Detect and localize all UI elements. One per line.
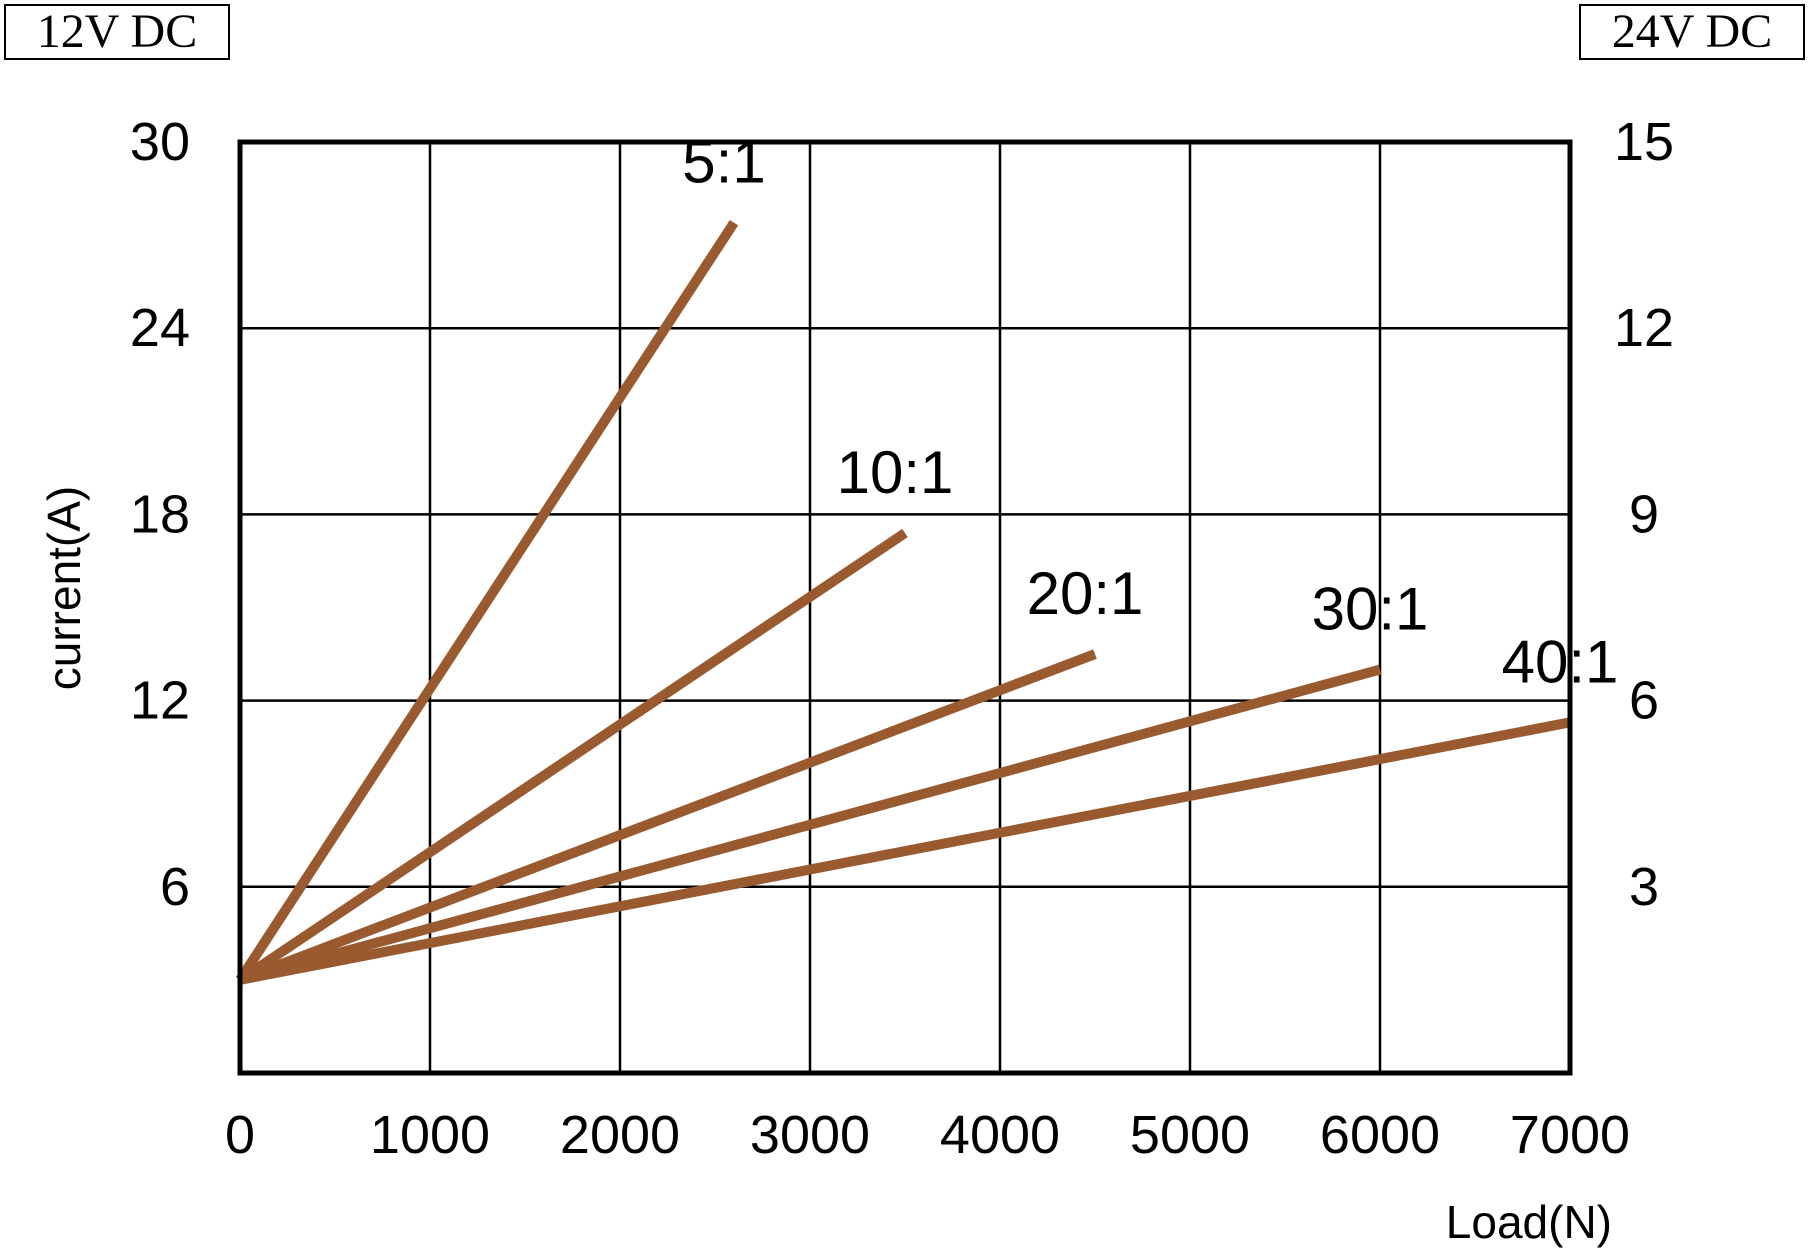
series-line xyxy=(235,219,739,983)
plot-frame xyxy=(237,139,1573,1076)
series-line xyxy=(237,528,908,985)
y-tick-labels: 6 12 18 24 30 xyxy=(130,112,190,917)
series-label: 10:1 xyxy=(837,439,954,506)
x-axis-title: Load(N) xyxy=(1446,1196,1612,1248)
series-line xyxy=(238,649,1097,985)
series-label: 5:1 xyxy=(682,129,765,196)
series-label: 40:1 xyxy=(1502,628,1619,695)
x-tick-labels: 0 1000 2000 3000 4000 5000 6000 7000 xyxy=(225,1105,1630,1165)
x-tick-label: 5000 xyxy=(1130,1105,1250,1165)
y2-tick-label: 12 xyxy=(1614,298,1674,358)
y2-tick-labels: 3 6 9 12 15 xyxy=(1614,112,1674,917)
series-label: 30:1 xyxy=(1312,576,1429,643)
voltage-12v-label: 12V DC xyxy=(4,4,230,60)
y-tick-label: 12 xyxy=(130,671,190,731)
x-tick-label: 3000 xyxy=(750,1105,870,1165)
y-tick-label: 18 xyxy=(130,484,190,544)
series-label: 20:1 xyxy=(1027,560,1144,627)
y-tick-label: 24 xyxy=(130,298,190,358)
series-line xyxy=(239,717,1571,985)
x-tick-label: 0 xyxy=(225,1105,255,1165)
y2-tick-label: 15 xyxy=(1614,112,1674,172)
y-axis-title: current(A) xyxy=(38,486,90,690)
y2-tick-label: 3 xyxy=(1629,857,1659,917)
series-labels: 5:1 10:1 20:1 30:1 40:1 xyxy=(682,129,1618,696)
x-tick-label: 7000 xyxy=(1510,1105,1630,1165)
grid xyxy=(240,142,1570,1073)
y2-tick-label: 6 xyxy=(1629,671,1659,731)
x-tick-label: 2000 xyxy=(560,1105,680,1165)
x-tick-label: 4000 xyxy=(940,1105,1060,1165)
series-line xyxy=(238,664,1382,985)
x-tick-label: 6000 xyxy=(1320,1105,1440,1165)
y-tick-label: 30 xyxy=(130,112,190,172)
y2-tick-label: 9 xyxy=(1629,484,1659,544)
y-tick-label: 6 xyxy=(160,857,190,917)
x-tick-label: 1000 xyxy=(370,1105,490,1165)
voltage-24v-label: 24V DC xyxy=(1579,4,1805,60)
series-lines xyxy=(235,219,1571,985)
